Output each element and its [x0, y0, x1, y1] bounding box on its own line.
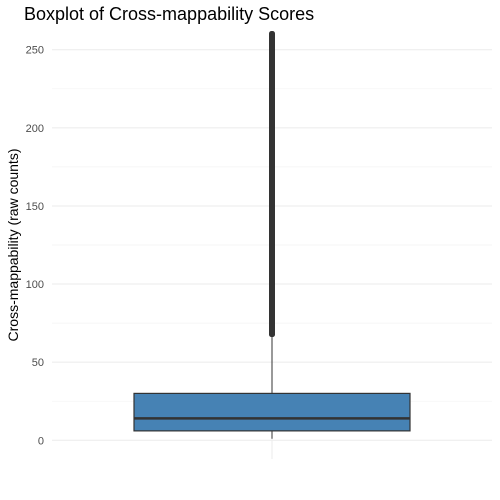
iqr-box — [133, 392, 411, 432]
y-tick-label: 150 — [26, 201, 44, 213]
chart-title: Boxplot of Cross-mappability Scores — [24, 4, 314, 24]
outlier-points — [269, 31, 275, 338]
y-tick-label: 250 — [26, 45, 44, 57]
y-axis-label: Cross-mappability (raw counts) — [5, 149, 21, 342]
y-tick-label: 50 — [32, 357, 44, 369]
y-tick-label: 200 — [26, 123, 44, 135]
y-tick-label: 100 — [26, 279, 44, 291]
box-series — [133, 31, 411, 439]
y-tick-label: 0 — [38, 435, 44, 447]
y-axis-ticks: 0 50 100 150 200 250 — [26, 45, 44, 448]
